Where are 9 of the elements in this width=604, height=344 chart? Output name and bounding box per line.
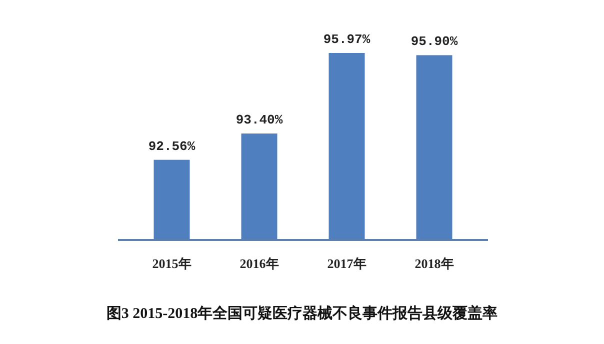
data-label: 92.56%	[148, 138, 196, 154]
x-tick-label: 2017年	[327, 256, 366, 271]
x-tick-label: 2018年	[414, 256, 454, 271]
x-tick-label: 2015年	[152, 256, 192, 271]
x-tick-label: 2016年	[240, 256, 279, 271]
data-label: 93.40%	[236, 112, 283, 128]
data-label: 95.97%	[323, 32, 370, 47]
text: 图3 2015-2018年全国可疑医疗器械不良事件报告县级覆盖率	[106, 304, 498, 322]
data-label: 95.90%	[410, 34, 458, 50]
